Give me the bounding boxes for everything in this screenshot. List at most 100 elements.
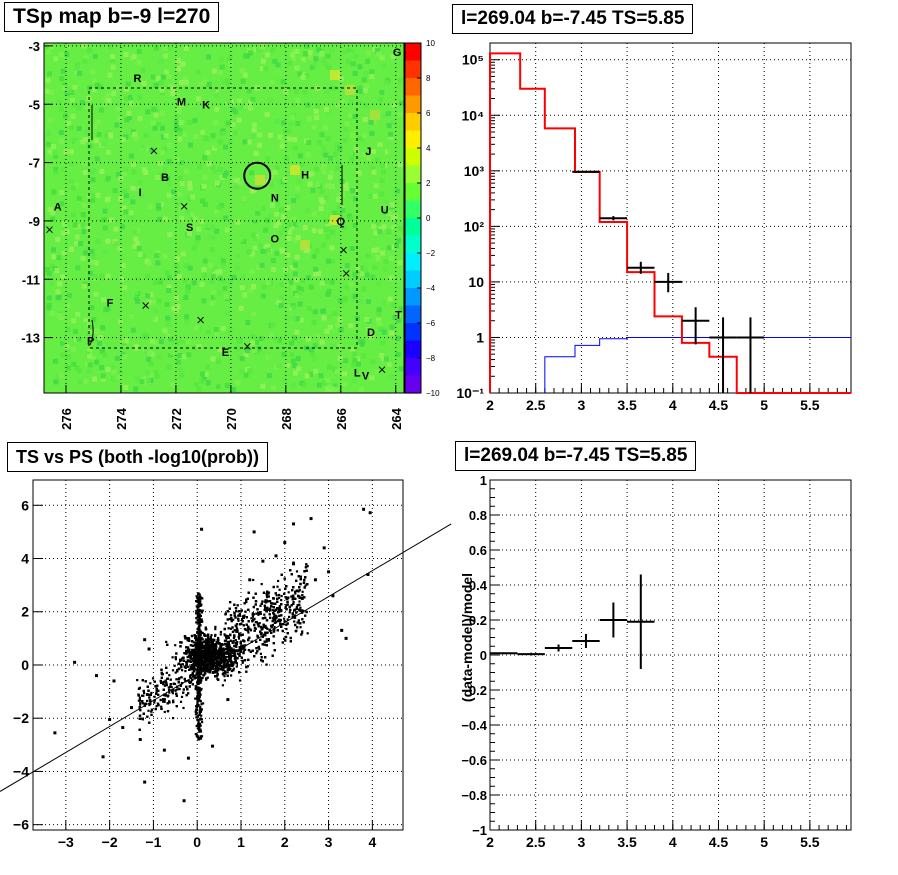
map-pixel: [156, 298, 162, 304]
map-pixel: [389, 324, 395, 330]
map-pixel: [278, 230, 284, 236]
map-pixel: [185, 209, 191, 215]
source-label: J: [365, 146, 371, 158]
map-pixel: [137, 73, 143, 79]
scatter-point: [271, 609, 274, 612]
scatter-point: [266, 606, 269, 609]
map-pixel: [143, 132, 149, 138]
map-pixel: [241, 196, 247, 202]
map-pixel: [93, 260, 99, 266]
scatter-point: [194, 650, 197, 653]
map-pixel: [278, 128, 284, 133]
map-pixel: [325, 136, 331, 142]
map-pixel: [171, 189, 177, 195]
map-pixel: [59, 315, 65, 321]
map-pixel: [221, 278, 227, 284]
scatter-point: [142, 689, 145, 693]
scatter-point: [214, 671, 217, 674]
map-pixel: [212, 120, 218, 126]
scatter-point: [263, 608, 266, 611]
map-pixel: [124, 193, 129, 199]
colorbar-tick-label: −8: [426, 354, 436, 363]
map-pixel: [313, 271, 319, 277]
map-pixel: [164, 301, 170, 307]
map-pixel: [105, 92, 111, 98]
scatter-point: [283, 637, 286, 640]
map-pixel: [123, 272, 129, 278]
source-label: F: [107, 298, 114, 310]
map-pixel: [294, 65, 300, 71]
scatter-point: [235, 630, 238, 633]
map-pixel: [292, 335, 298, 341]
map-pixel: [71, 102, 77, 108]
map-pixel: [99, 365, 105, 371]
scatter-point: [187, 648, 190, 651]
map-pixel: [307, 305, 312, 311]
scatter-point: [182, 688, 185, 691]
map-pixel: [166, 192, 172, 198]
map-pixel: [350, 132, 355, 138]
scatter-point: [240, 656, 243, 659]
spectrum-x-tick-label: 2.5: [526, 397, 546, 413]
colorbar-tick-label: 2: [426, 179, 431, 188]
map-pixel: [108, 44, 114, 49]
map-pixel: [271, 258, 276, 264]
map-pixel: [371, 149, 377, 155]
scatter-point: [301, 630, 304, 633]
map-pixel: [183, 319, 189, 325]
map-pixel: [265, 274, 271, 280]
map-pixel: [354, 150, 360, 156]
scatter-point: [247, 649, 251, 652]
map-pixel: [76, 292, 82, 298]
scatter-point: [171, 692, 174, 695]
scatter-point: [175, 678, 178, 681]
map-pixel: [285, 205, 291, 211]
scatter-point: [204, 646, 208, 649]
scatter-point: [217, 636, 220, 640]
map-pixel: [74, 365, 80, 371]
map-pixel: [305, 336, 311, 342]
scatter-point: [214, 658, 217, 661]
map-pixel: [99, 273, 105, 279]
scatter-point: [193, 655, 196, 658]
map-pixel: [105, 238, 111, 244]
spectrum-y-tick-label: 10²: [464, 218, 485, 234]
map-pixel: [187, 265, 193, 271]
scatter-point: [175, 694, 178, 697]
map-pixel: [260, 58, 266, 64]
map-pixel: [166, 288, 172, 293]
map-pixel: [234, 178, 240, 183]
map-pixel: [121, 205, 127, 211]
map-pixel: [288, 229, 293, 235]
map-pixel: [176, 108, 182, 114]
map-pixel: [53, 150, 58, 156]
scatter-point: [159, 698, 162, 702]
scatter-point: [284, 635, 288, 639]
map-pixel: [385, 149, 391, 155]
map-pixel: [57, 281, 63, 287]
scatter-point: [232, 618, 235, 621]
scatter-point: [162, 680, 165, 684]
map-pixel: [198, 81, 204, 87]
map-pixel: [302, 89, 308, 95]
map-pixel: [250, 334, 256, 339]
scatter-point: [233, 644, 237, 648]
scatter-point: [272, 597, 275, 600]
scatter-point: [150, 713, 153, 716]
scatter-x-tick-label: 3: [325, 834, 333, 850]
scatter-point: [214, 633, 217, 636]
map-pixel: [210, 300, 216, 306]
map-pixel: [268, 98, 274, 104]
map-pixel: [251, 187, 257, 193]
map-pixel: [296, 178, 302, 184]
map-pixel: [374, 157, 380, 163]
scatter-point: [306, 632, 309, 635]
map-pixel: [212, 266, 218, 272]
scatter-point: [186, 655, 189, 659]
map-pixel: [69, 178, 74, 184]
scatter-point: [137, 694, 140, 697]
map-pixel: [255, 47, 261, 53]
map-pixel: [199, 198, 205, 204]
scatter-point: [267, 591, 271, 594]
colorbar-segment: [405, 200, 421, 219]
